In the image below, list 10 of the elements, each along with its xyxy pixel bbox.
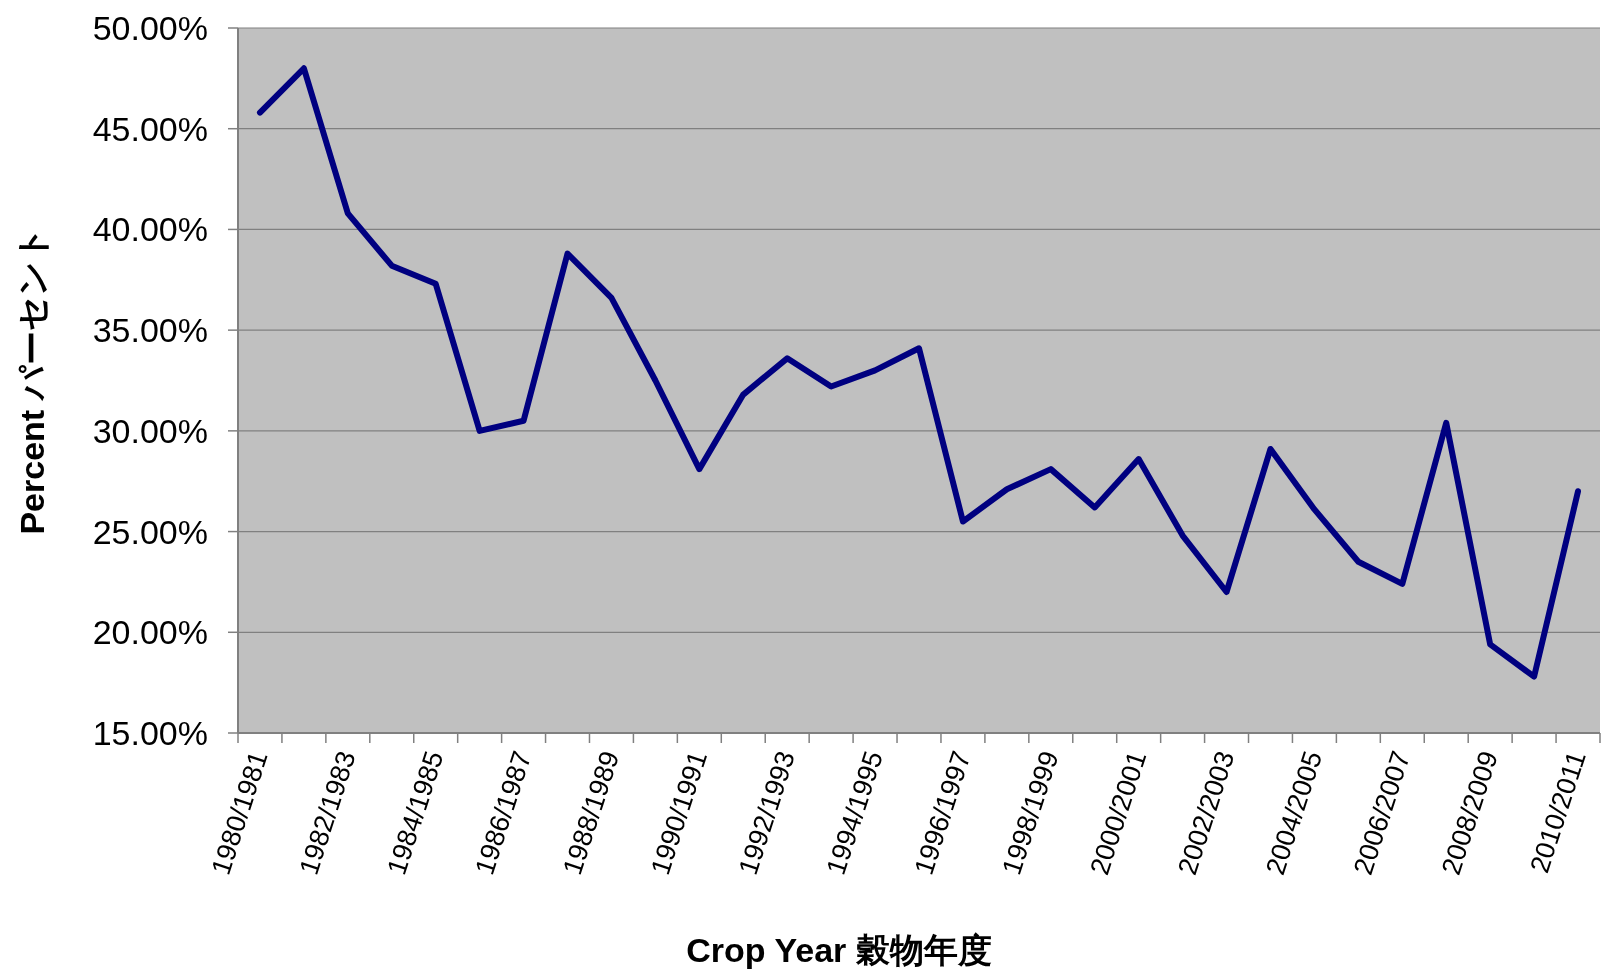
y-tick-label: 20.00%: [92, 613, 208, 652]
y-axis-title: Percent パーセント: [13, 226, 51, 535]
y-tick-label: 15.00%: [92, 714, 208, 752]
y-tick-label: 50.00%: [92, 9, 208, 47]
x-axis-title: Crop Year 穀物年度: [686, 931, 992, 969]
y-tick-label: 45.00%: [92, 109, 208, 148]
y-tick-label: 25.00%: [92, 512, 208, 551]
y-tick-label: 40.00%: [92, 210, 208, 249]
y-tick-label: 30.00%: [92, 411, 208, 450]
y-tick-label: 35.00%: [92, 311, 208, 350]
